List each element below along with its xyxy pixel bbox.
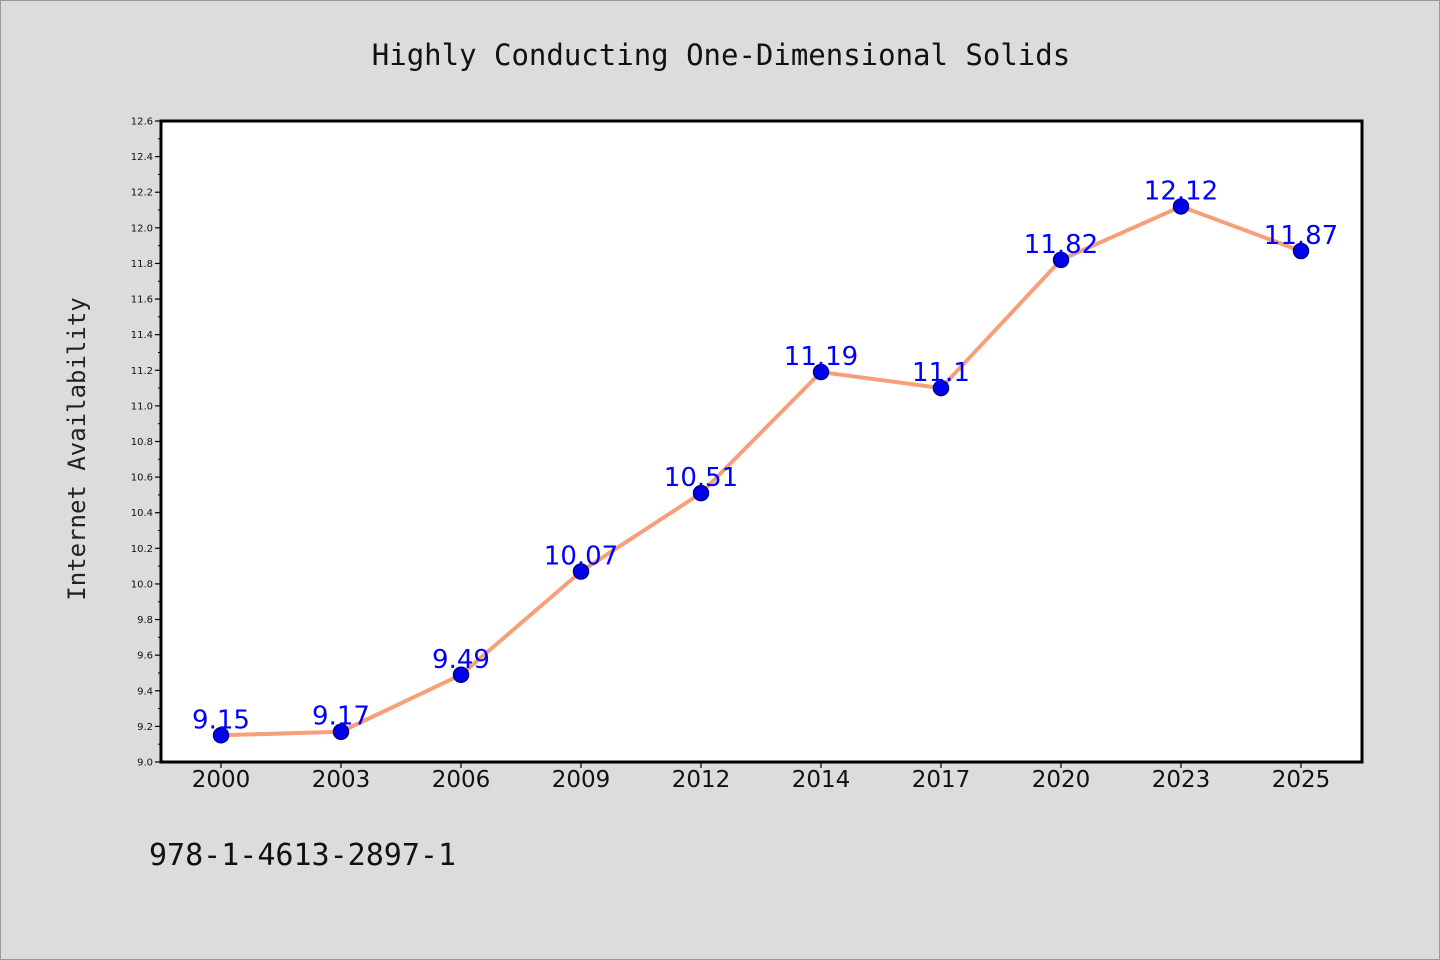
x-axis: 2000 2003 2006 2009 2012 2014 2017 2020 2023 2025 [192, 762, 1331, 793]
data-point [572, 563, 590, 580]
plot-area [159, 119, 1364, 764]
data-label: 11.87 [1264, 221, 1338, 251]
y-tick-label: 11.6 [131, 295, 153, 306]
y-tick-label: 10.0 [131, 579, 153, 590]
x-tick-label: 2000 [192, 767, 251, 793]
data-label: 11.82 [1024, 230, 1098, 260]
x-tick-label: 2017 [912, 767, 971, 793]
data-point [212, 727, 230, 744]
data-point [452, 666, 470, 684]
y-tick-label: 9.8 [137, 615, 153, 626]
y-tick-label: 12.2 [131, 188, 153, 199]
chart-title: Highly Conducting One-Dimensional Solids [372, 38, 1070, 72]
data-label: 9.15 [192, 705, 250, 735]
data-label: 11.1 [912, 358, 970, 388]
x-tick-label: 2009 [552, 767, 611, 793]
y-tick-label: 10.6 [131, 473, 153, 484]
data-point [692, 484, 710, 502]
y-tick-label: 11.2 [131, 366, 153, 377]
x-tick-label: 2003 [312, 767, 371, 793]
x-tick-label: 2014 [792, 767, 851, 793]
x-tick-label: 2012 [672, 767, 731, 793]
x-tick-label: 2006 [432, 767, 491, 793]
y-tick-label: 10.4 [131, 508, 153, 519]
y-axis-label: Internet Availability [63, 297, 91, 600]
data-point [1292, 242, 1310, 260]
x-tick-label: 2025 [1272, 767, 1331, 793]
y-axis: 9.0 9.2 9.4 9.6 9.8 10.0 10.2 10.4 10.6 10.8 11.0 1… [131, 117, 161, 769]
y-tick-label: 9.6 [137, 651, 153, 662]
data-label: 9.17 [312, 702, 370, 732]
series-line [219, 204, 1303, 738]
data-point [932, 379, 950, 397]
data-label: 10.07 [544, 541, 618, 571]
y-tick-label: 10.2 [131, 544, 153, 555]
series-line-group [212, 198, 1310, 744]
data-point [812, 363, 830, 381]
isbn-caption: 978-1-4613-2897-1 [149, 838, 456, 873]
y-tick-label: 9.2 [137, 722, 153, 733]
data-point [1172, 198, 1190, 215]
y-tick-label: 11.4 [131, 330, 153, 341]
x-tick-label: 2023 [1152, 767, 1211, 793]
data-label: 11.19 [784, 342, 858, 372]
data-label: 9.49 [432, 645, 490, 675]
data-label: 10.51 [664, 463, 738, 493]
data-labels: 9.15 9.17 9.49 10.07 10.51 11.19 11.1 11.82 12.1… [192, 176, 1338, 735]
y-tick-label: 9.0 [137, 758, 153, 769]
data-point [1052, 251, 1070, 269]
y-tick-label: 10.8 [131, 437, 153, 448]
y-tick-label: 12.6 [131, 117, 153, 128]
y-tick-label: 9.4 [137, 686, 153, 697]
y-tick-label: 11.0 [131, 401, 153, 412]
y-tick-label: 12.4 [131, 152, 153, 163]
x-tick-label: 2020 [1032, 767, 1091, 793]
data-point [332, 723, 350, 740]
y-tick-label: 11.8 [131, 259, 153, 270]
y-tick-label: 12.0 [131, 223, 153, 234]
data-label: 12.12 [1144, 176, 1218, 206]
